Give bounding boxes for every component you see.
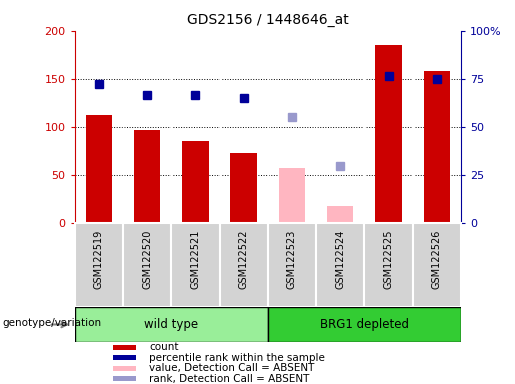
Text: count: count	[149, 342, 179, 352]
Text: BRG1 depleted: BRG1 depleted	[320, 318, 409, 331]
Bar	[171, 31, 219, 223]
Text: genotype/variation: genotype/variation	[3, 318, 101, 328]
Bar	[268, 307, 461, 342]
Bar	[75, 31, 123, 223]
Bar	[316, 31, 365, 223]
Text: percentile rank within the sample: percentile rank within the sample	[149, 353, 325, 362]
Bar	[230, 153, 257, 223]
Bar	[219, 31, 268, 223]
Bar	[365, 31, 413, 223]
Bar	[375, 45, 402, 223]
Text: GSM122519: GSM122519	[94, 230, 104, 289]
Text: wild type: wild type	[144, 318, 198, 331]
Bar	[123, 223, 171, 307]
Text: GSM122524: GSM122524	[335, 230, 345, 289]
Bar	[413, 223, 461, 307]
Bar	[113, 344, 136, 349]
Bar	[123, 31, 171, 223]
Bar	[113, 376, 136, 381]
Bar	[365, 223, 413, 307]
Bar	[75, 223, 123, 307]
Bar	[423, 71, 450, 223]
Title: GDS2156 / 1448646_at: GDS2156 / 1448646_at	[187, 13, 349, 27]
Text: rank, Detection Call = ABSENT: rank, Detection Call = ABSENT	[149, 374, 310, 384]
Text: GSM122526: GSM122526	[432, 230, 442, 289]
Bar	[113, 355, 136, 360]
Bar	[316, 223, 365, 307]
Text: GSM122521: GSM122521	[191, 230, 200, 289]
Bar	[327, 207, 353, 223]
Bar	[268, 223, 316, 307]
Bar	[182, 141, 209, 223]
Bar	[219, 223, 268, 307]
Bar	[85, 115, 112, 223]
Bar	[134, 130, 160, 223]
Text: GSM122520: GSM122520	[142, 230, 152, 289]
Bar	[413, 31, 461, 223]
Text: value, Detection Call = ABSENT: value, Detection Call = ABSENT	[149, 363, 315, 373]
Text: GSM122522: GSM122522	[238, 230, 249, 289]
Bar	[171, 223, 219, 307]
Bar	[268, 31, 316, 223]
Bar	[113, 366, 136, 371]
Text: GSM122523: GSM122523	[287, 230, 297, 289]
Text: GSM122525: GSM122525	[384, 230, 393, 289]
Bar	[75, 307, 268, 342]
Bar	[279, 168, 305, 223]
